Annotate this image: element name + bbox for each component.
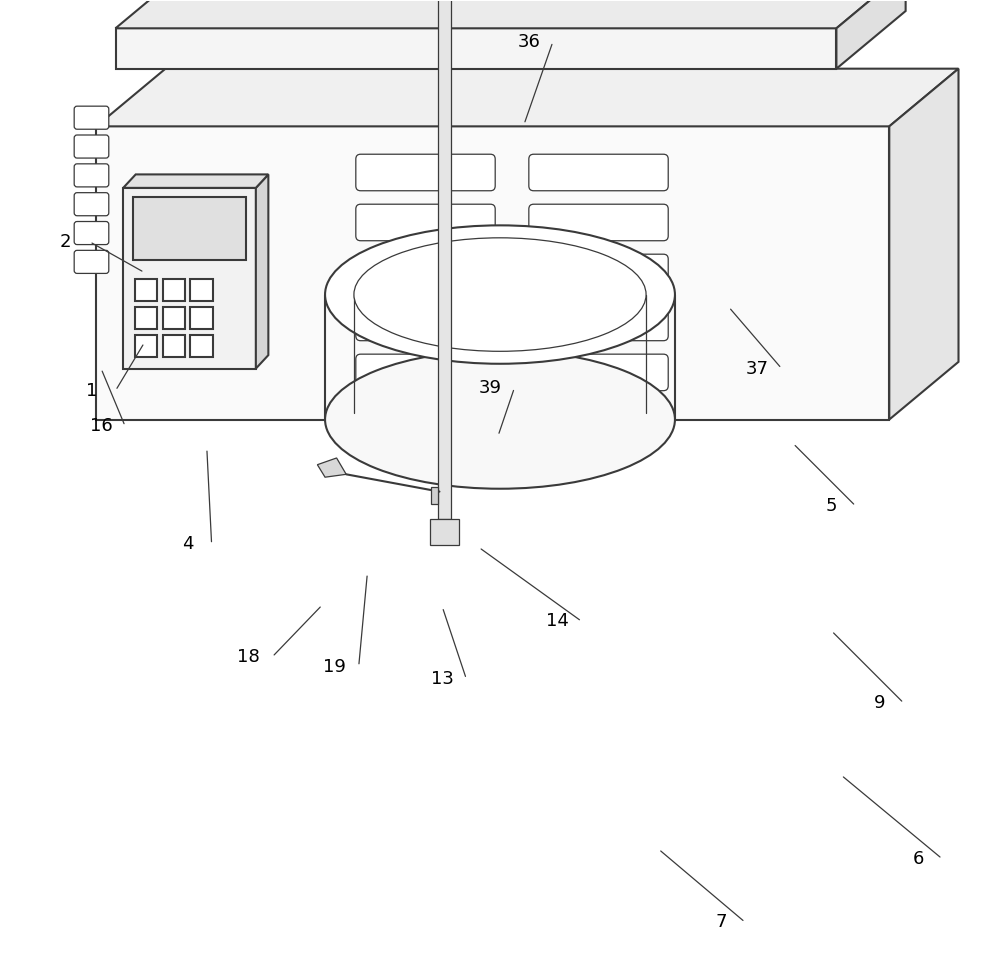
Text: 36: 36 [517,33,540,51]
Text: 19: 19 [323,657,346,676]
Bar [135,308,157,329]
Text: 18: 18 [237,648,260,666]
FancyBboxPatch shape [529,254,668,291]
Polygon shape [256,174,268,368]
Polygon shape [96,68,959,126]
Bar [135,335,157,357]
Text: 9: 9 [874,694,885,712]
Text: 2: 2 [60,232,71,251]
FancyBboxPatch shape [529,305,668,340]
Ellipse shape [325,226,675,363]
Bar [163,308,185,329]
Polygon shape [889,68,959,419]
Polygon shape [123,188,256,368]
FancyBboxPatch shape [74,135,109,158]
Text: 5: 5 [826,497,837,515]
Bar [438,0,451,519]
FancyBboxPatch shape [529,354,668,390]
FancyBboxPatch shape [74,164,109,187]
Text: 16: 16 [90,417,112,436]
Text: 7: 7 [715,913,727,931]
Bar [135,280,157,302]
Polygon shape [317,458,346,477]
Polygon shape [836,0,906,68]
FancyBboxPatch shape [356,305,495,340]
Bar [190,308,213,329]
Text: 4: 4 [182,535,193,553]
Bar [163,280,185,302]
FancyBboxPatch shape [74,251,109,274]
Bar [163,335,185,357]
Bar [133,198,246,260]
Bar [190,335,213,357]
FancyBboxPatch shape [529,204,668,241]
FancyBboxPatch shape [529,154,668,191]
Text: 1: 1 [86,382,97,400]
FancyBboxPatch shape [356,354,495,390]
Text: 14: 14 [546,612,569,630]
FancyBboxPatch shape [74,193,109,216]
Ellipse shape [325,350,675,489]
Polygon shape [123,174,268,188]
Ellipse shape [354,238,646,351]
FancyBboxPatch shape [356,204,495,241]
Polygon shape [116,28,836,68]
FancyBboxPatch shape [356,154,495,191]
FancyBboxPatch shape [356,254,495,291]
Polygon shape [116,0,906,28]
Polygon shape [96,126,889,419]
Text: 13: 13 [431,670,454,688]
FancyBboxPatch shape [74,106,109,129]
Bar [190,280,213,302]
Text: 39: 39 [479,379,502,397]
Text: 6: 6 [912,850,924,868]
FancyBboxPatch shape [74,222,109,245]
Bar [430,519,459,546]
Text: 37: 37 [746,360,769,378]
Bar [431,487,438,504]
